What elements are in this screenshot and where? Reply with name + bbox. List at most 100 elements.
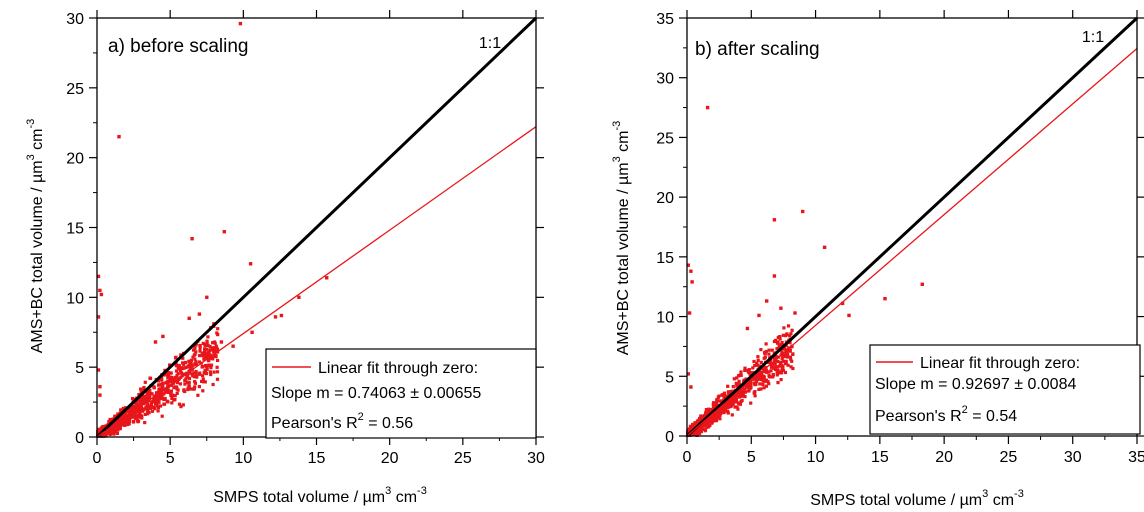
scatter-point bbox=[166, 376, 170, 380]
scatter-point bbox=[772, 362, 776, 366]
scatter-point bbox=[734, 397, 738, 402]
scatter-point bbox=[124, 416, 128, 420]
scatter-point bbox=[110, 427, 115, 431]
scatter-point bbox=[170, 377, 174, 381]
scatter-point bbox=[729, 399, 733, 404]
scatter-point bbox=[108, 425, 112, 429]
scatter-point bbox=[791, 366, 795, 371]
scatter-point bbox=[154, 402, 158, 406]
scatter-point bbox=[213, 341, 217, 345]
scatter-point bbox=[203, 343, 207, 347]
scatter-point bbox=[146, 390, 151, 395]
legend-slope-b: Slope m = 0.92697 ± 0.0084 bbox=[875, 376, 1076, 393]
scatter-point bbox=[115, 431, 119, 435]
scatter-point bbox=[170, 401, 174, 405]
scatter-point bbox=[765, 299, 769, 303]
scatter-point bbox=[749, 401, 753, 405]
scatter-point bbox=[693, 422, 697, 426]
scatter-point bbox=[757, 387, 761, 391]
scatter-point bbox=[156, 395, 160, 399]
scatter-point bbox=[201, 374, 205, 378]
scatter-point bbox=[177, 402, 182, 406]
x-tick-label: 25 bbox=[454, 450, 472, 467]
scatter-point bbox=[172, 398, 176, 402]
scatter-point bbox=[767, 352, 771, 356]
scatter-point bbox=[215, 365, 219, 369]
scatter-point bbox=[216, 358, 220, 362]
scatter-point bbox=[188, 366, 192, 370]
scatter-point bbox=[176, 366, 180, 370]
scatter-point bbox=[141, 394, 145, 398]
scatter-point bbox=[160, 375, 164, 380]
scatter-point bbox=[774, 365, 779, 369]
scatter-point bbox=[156, 397, 160, 402]
scatter-point bbox=[790, 328, 794, 332]
scatter-point bbox=[781, 355, 785, 359]
scatter-point bbox=[700, 427, 705, 431]
scatter-point bbox=[140, 414, 144, 418]
scatter-point bbox=[822, 245, 827, 249]
scatter-point bbox=[126, 408, 131, 412]
scatter-point bbox=[163, 390, 167, 394]
legend-entry-a: Linear fit through zero: bbox=[318, 360, 478, 377]
scatter-point bbox=[769, 363, 773, 367]
scatter-point bbox=[176, 371, 180, 376]
scatter-point bbox=[182, 388, 186, 392]
scatter-point bbox=[139, 405, 143, 409]
scatter-point bbox=[148, 391, 152, 396]
scatter-point bbox=[124, 410, 129, 414]
scatter-point bbox=[737, 379, 741, 383]
scatter-point bbox=[189, 387, 193, 391]
scatter-point bbox=[201, 377, 205, 381]
scatter-point bbox=[203, 354, 207, 358]
scatter-point bbox=[713, 404, 717, 408]
scatter-point bbox=[775, 347, 779, 351]
scatter-point bbox=[197, 312, 202, 316]
scatter-point bbox=[783, 362, 787, 366]
scatter-point bbox=[197, 372, 201, 376]
scatter-point bbox=[739, 370, 743, 374]
x-tick-label: 5 bbox=[166, 450, 175, 467]
scatter-point bbox=[193, 352, 197, 356]
scatter-point bbox=[726, 411, 730, 415]
scatter-point bbox=[209, 363, 214, 367]
scatter-point bbox=[704, 411, 708, 415]
scatter-point bbox=[103, 430, 107, 435]
scatter-point bbox=[786, 363, 790, 367]
scatter-point bbox=[193, 381, 197, 385]
scatter-point bbox=[735, 384, 739, 388]
scatter-point bbox=[194, 360, 198, 364]
scatter-point bbox=[788, 334, 792, 338]
scatter-point bbox=[161, 381, 165, 386]
scatter-point bbox=[183, 360, 188, 365]
scatter-point bbox=[162, 397, 166, 402]
scatter-point bbox=[739, 373, 743, 377]
scatter-point bbox=[791, 352, 795, 356]
scatter-point bbox=[764, 342, 768, 346]
scatter-point bbox=[793, 311, 797, 315]
scatter-point bbox=[98, 385, 102, 389]
scatter-point bbox=[212, 370, 216, 374]
scatter-point bbox=[771, 373, 775, 377]
scatter-point bbox=[743, 395, 747, 399]
scatter-point bbox=[155, 404, 159, 408]
scatter-point bbox=[772, 218, 777, 222]
scatter-point bbox=[748, 372, 752, 376]
scatter-point bbox=[746, 368, 750, 372]
scatter-point bbox=[144, 406, 148, 410]
scatter-point bbox=[715, 416, 719, 420]
scatter-point bbox=[182, 366, 186, 370]
scatter-point bbox=[160, 414, 164, 418]
scatter-point bbox=[743, 387, 747, 391]
scatter-point bbox=[279, 313, 284, 318]
scatter-point bbox=[143, 421, 147, 425]
scatter-point bbox=[191, 374, 195, 378]
scatter-point bbox=[160, 378, 164, 382]
scatter-point bbox=[194, 372, 198, 376]
scatter-point bbox=[113, 429, 117, 434]
scatter-point bbox=[203, 356, 207, 360]
scatter-point bbox=[778, 335, 782, 339]
scatter-point bbox=[206, 357, 211, 361]
scatter-point bbox=[777, 344, 781, 348]
scatter-point bbox=[173, 394, 177, 398]
